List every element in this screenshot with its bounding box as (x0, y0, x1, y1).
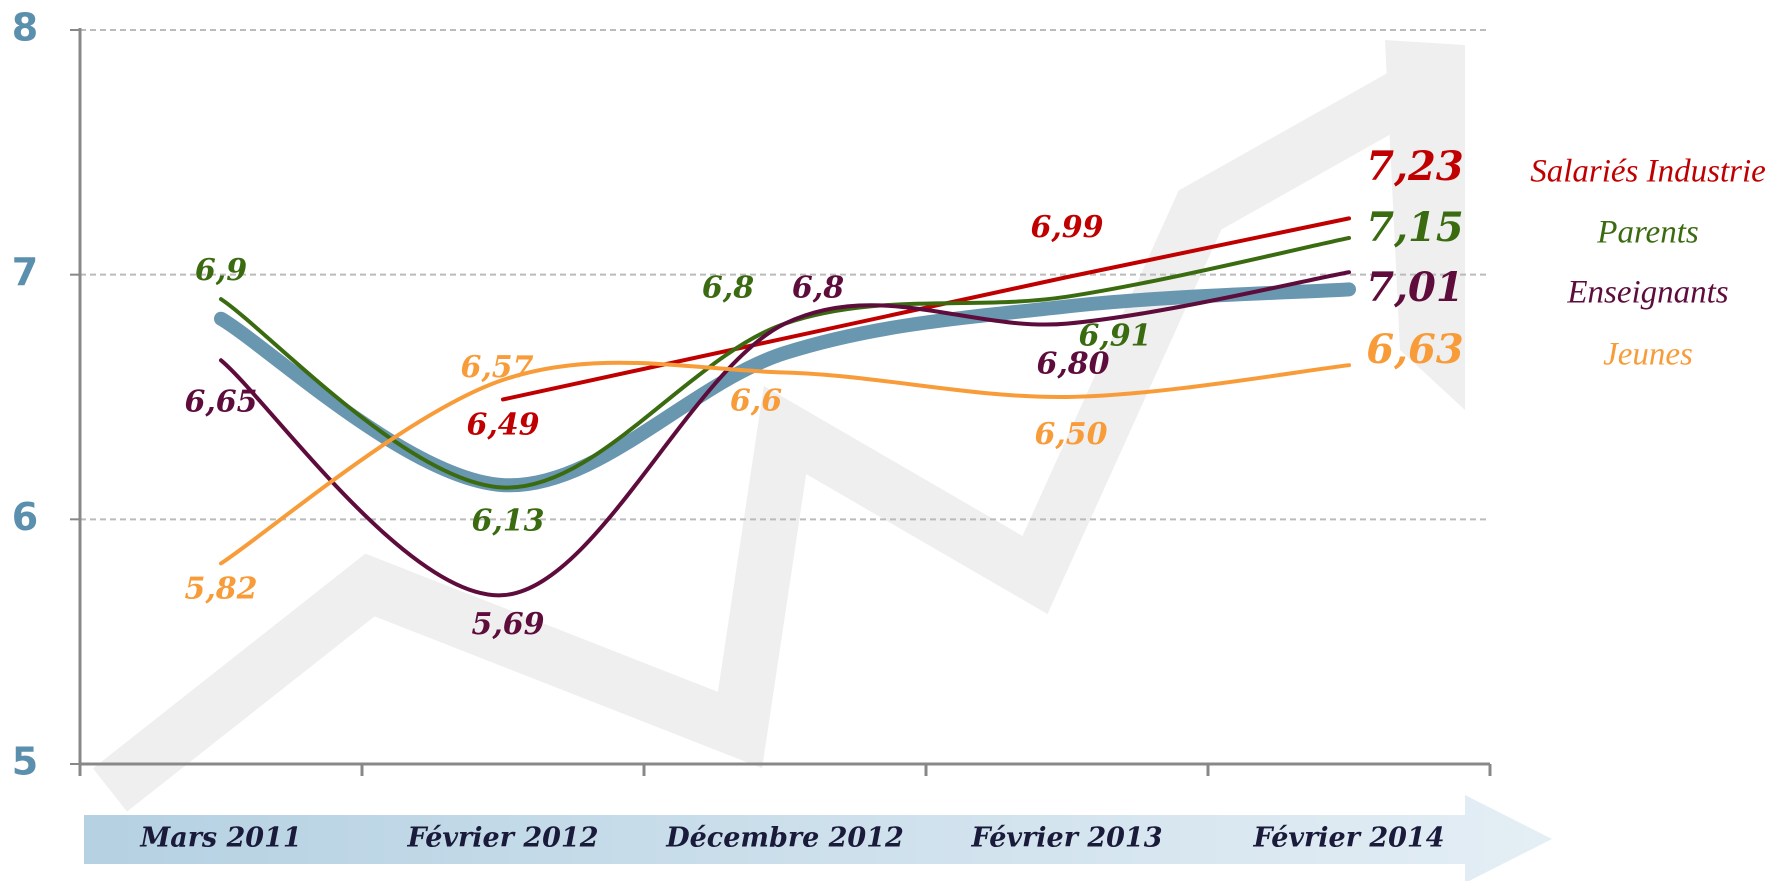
value-label: 6,9 (195, 253, 247, 288)
y-tick-label: 7 (12, 250, 38, 294)
value-label: 7,01 (1366, 264, 1463, 311)
value-label: 6,63 (1366, 326, 1463, 373)
value-label: 6,8 (792, 271, 844, 306)
legend-label: Parents (1596, 215, 1698, 251)
background-arrow (92, 51, 1454, 812)
legend-label: Enseignants (1566, 275, 1728, 311)
value-label: 6,50 (1034, 417, 1107, 452)
value-label: 6,49 (466, 407, 539, 442)
value-label: 6,13 (471, 504, 544, 539)
y-tick-label: 8 (12, 6, 38, 50)
value-label: 6,91 (1078, 319, 1151, 354)
legend-label: Jeunes (1603, 337, 1693, 373)
x-tick-label: Mars 2011 (139, 823, 301, 854)
value-label: 7,23 (1366, 143, 1463, 190)
value-label: 6,99 (1030, 210, 1103, 245)
value-label: 6,65 (184, 384, 257, 419)
y-tick-label: 5 (12, 740, 38, 784)
value-label: 6,6 (730, 384, 782, 419)
legend-label: Salariés Industrie (1530, 154, 1766, 190)
value-label: 7,15 (1366, 204, 1463, 251)
x-tick-label: Février 2013 (971, 823, 1163, 854)
series-line (219, 270, 1351, 598)
value-label: 5,69 (471, 607, 544, 642)
value-label: 6,8 (702, 271, 754, 306)
value-label: 6,80 (1036, 347, 1109, 382)
x-axis-band (84, 795, 1552, 881)
x-tick-label: Février 2012 (407, 823, 599, 854)
background-arrow-head (1385, 40, 1465, 410)
y-tick-label: 6 (12, 495, 38, 539)
x-tick-label: Février 2014 (1253, 823, 1445, 854)
value-label: 6,57 (460, 350, 533, 385)
series-line (501, 216, 1351, 402)
series-line (219, 360, 1351, 566)
value-label: 5,82 (184, 571, 257, 606)
x-tick-label: Décembre 2012 (665, 823, 904, 854)
